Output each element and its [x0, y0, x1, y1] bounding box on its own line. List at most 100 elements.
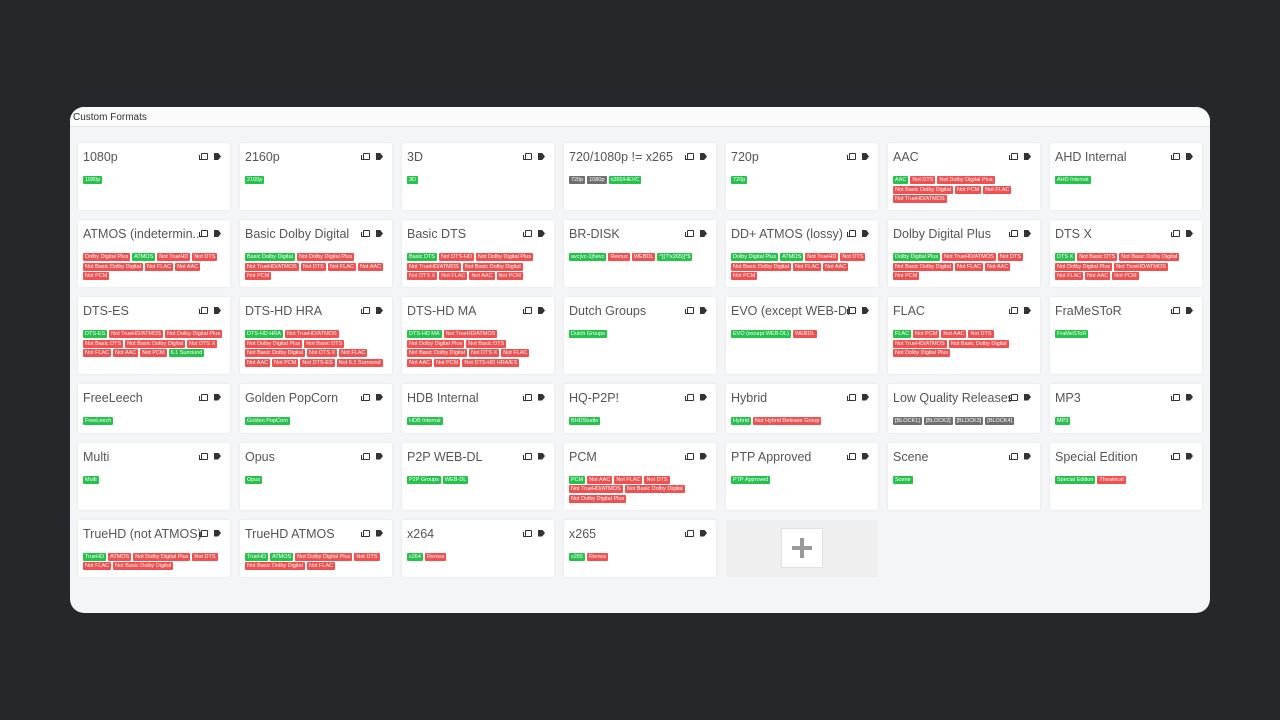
edit-icon[interactable] — [376, 452, 383, 460]
custom-format-card[interactable]: FreeLeech FreeLeech — [78, 383, 230, 433]
custom-format-card[interactable]: ATMOS (indetermin... Dolby Digital Plus AT… — [78, 220, 230, 287]
clone-icon[interactable] — [199, 452, 208, 460]
clone-icon[interactable] — [1171, 393, 1180, 401]
edit-icon[interactable] — [376, 393, 383, 401]
custom-format-card[interactable]: AHD Internal AHD Internal — [1050, 143, 1202, 210]
clone-icon[interactable] — [523, 153, 532, 160]
edit-icon[interactable] — [862, 393, 869, 401]
clone-icon[interactable] — [361, 393, 370, 401]
custom-format-card[interactable]: BR-DISK avc|vc-1|hevc Remux WEBDL ^[(?!x265)… — [564, 220, 716, 287]
clone-icon[interactable] — [361, 153, 370, 160]
clone-icon[interactable] — [361, 529, 370, 537]
edit-icon[interactable] — [538, 230, 545, 237]
clone-icon[interactable] — [1171, 153, 1180, 160]
custom-format-card[interactable]: PCM PCM Not AAC Not FLAC Not DTS Not TrueHD/A… — [564, 442, 716, 510]
edit-icon[interactable] — [1024, 393, 1031, 401]
edit-icon[interactable] — [1186, 452, 1193, 460]
clone-icon[interactable] — [1171, 452, 1180, 460]
clone-icon[interactable] — [685, 393, 694, 401]
edit-icon[interactable] — [214, 153, 221, 160]
edit-icon[interactable] — [700, 307, 707, 314]
clone-icon[interactable] — [523, 529, 532, 537]
custom-format-card[interactable]: Special Edition Special Edition Theatrical — [1050, 442, 1202, 510]
edit-icon[interactable] — [538, 153, 545, 160]
edit-icon[interactable] — [538, 452, 545, 460]
custom-format-card[interactable]: FLAC FLAC Not PCM Not AAC Not DTS Not TrueHD/… — [888, 297, 1040, 374]
edit-icon[interactable] — [862, 307, 869, 314]
clone-icon[interactable] — [523, 307, 532, 314]
clone-icon[interactable] — [199, 153, 208, 160]
custom-format-card[interactable]: 720p 720p — [726, 143, 878, 210]
edit-icon[interactable] — [862, 230, 869, 237]
clone-icon[interactable] — [199, 529, 208, 537]
clone-icon[interactable] — [1009, 452, 1018, 460]
custom-format-card[interactable]: Opus Opus — [240, 442, 392, 510]
clone-icon[interactable] — [1009, 307, 1018, 314]
custom-format-card[interactable]: DTS-HD MA DTS-HD MA Not TrueHD/ATMOS Not Do… — [402, 297, 554, 374]
clone-icon[interactable] — [1171, 230, 1180, 237]
custom-format-card[interactable]: Dutch Groups Dutch Groups — [564, 297, 716, 374]
custom-format-card[interactable]: PTP Approved PTP Approved — [726, 442, 878, 510]
custom-format-card[interactable]: x265 x265 Remux — [564, 519, 716, 577]
edit-icon[interactable] — [538, 307, 545, 314]
clone-icon[interactable] — [847, 230, 856, 237]
edit-icon[interactable] — [214, 230, 221, 237]
clone-icon[interactable] — [847, 393, 856, 401]
custom-format-card[interactable]: 1080p 1080p — [78, 143, 230, 210]
clone-icon[interactable] — [1171, 307, 1180, 314]
edit-icon[interactable] — [700, 452, 707, 460]
custom-format-card[interactable]: DTS X DTS X Not Basic DTS Not Basic Dolby D… — [1050, 220, 1202, 287]
clone-icon[interactable] — [199, 307, 208, 314]
custom-format-card[interactable]: Basic DTS Basic DTS Not DTS-HD Not Dolby Di… — [402, 220, 554, 287]
clone-icon[interactable] — [685, 307, 694, 314]
custom-format-card[interactable]: MP3 MP3 — [1050, 383, 1202, 433]
clone-icon[interactable] — [361, 452, 370, 460]
custom-format-card[interactable]: 3D 3D — [402, 143, 554, 210]
custom-format-card[interactable]: Hybrid Hybrid Not Hybrid Release Group — [726, 383, 878, 433]
edit-icon[interactable] — [700, 153, 707, 160]
add-custom-format-card[interactable] — [726, 519, 878, 577]
clone-icon[interactable] — [685, 230, 694, 237]
custom-format-card[interactable]: 720/1080p != x265 720p 1080p x265/HEVC — [564, 143, 716, 210]
custom-format-card[interactable]: Dolby Digital Plus Dolby Digital Plus Not … — [888, 220, 1040, 287]
custom-format-card[interactable]: HQ-P2P! BHDStudio — [564, 383, 716, 433]
custom-format-card[interactable]: Golden PopCorn Golden PopCorn — [240, 383, 392, 433]
custom-format-card[interactable]: P2P WEB-DL P2P Groups WEB-DL — [402, 442, 554, 510]
custom-format-card[interactable]: HDB Internal HDB Internal — [402, 383, 554, 433]
edit-icon[interactable] — [1024, 307, 1031, 314]
edit-icon[interactable] — [700, 230, 707, 237]
clone-icon[interactable] — [523, 452, 532, 460]
edit-icon[interactable] — [862, 153, 869, 160]
edit-icon[interactable] — [862, 452, 869, 460]
custom-format-card[interactable]: Low Quality Releases [BLOCK1] [BLOCK2] [BLO… — [888, 383, 1040, 433]
edit-icon[interactable] — [214, 307, 221, 314]
clone-icon[interactable] — [523, 230, 532, 237]
edit-icon[interactable] — [1186, 307, 1193, 314]
custom-format-card[interactable]: x264 x264 Remux — [402, 519, 554, 577]
edit-icon[interactable] — [214, 452, 221, 460]
clone-icon[interactable] — [199, 230, 208, 237]
edit-icon[interactable] — [376, 529, 383, 537]
custom-format-card[interactable]: Scene Scene — [888, 442, 1040, 510]
custom-format-card[interactable]: TrueHD ATMOS TrueHD ATMOS Not Dolby Digital… — [240, 519, 392, 577]
custom-format-card[interactable]: DD+ ATMOS (lossy) Dolby Digital Plus ATMOS… — [726, 220, 878, 287]
edit-icon[interactable] — [376, 230, 383, 237]
custom-format-card[interactable]: FraMeSToR FraMeSToR — [1050, 297, 1202, 374]
edit-icon[interactable] — [1186, 230, 1193, 237]
clone-icon[interactable] — [1009, 393, 1018, 401]
clone-icon[interactable] — [1009, 230, 1018, 237]
edit-icon[interactable] — [1186, 153, 1193, 160]
edit-icon[interactable] — [214, 529, 221, 537]
custom-format-card[interactable]: DTS-ES DTS-ES Not TrueHD/ATMOS Not Dolby Di… — [78, 297, 230, 374]
clone-icon[interactable] — [847, 153, 856, 160]
clone-icon[interactable] — [847, 452, 856, 460]
custom-format-card[interactable]: Multi Multi — [78, 442, 230, 510]
add-icon[interactable] — [781, 528, 823, 569]
custom-format-card[interactable]: Basic Dolby Digital Basic Dolby Digital No… — [240, 220, 392, 287]
edit-icon[interactable] — [1024, 452, 1031, 460]
edit-icon[interactable] — [538, 529, 545, 537]
edit-icon[interactable] — [376, 153, 383, 160]
edit-icon[interactable] — [700, 393, 707, 401]
edit-icon[interactable] — [538, 393, 545, 401]
clone-icon[interactable] — [199, 393, 208, 401]
